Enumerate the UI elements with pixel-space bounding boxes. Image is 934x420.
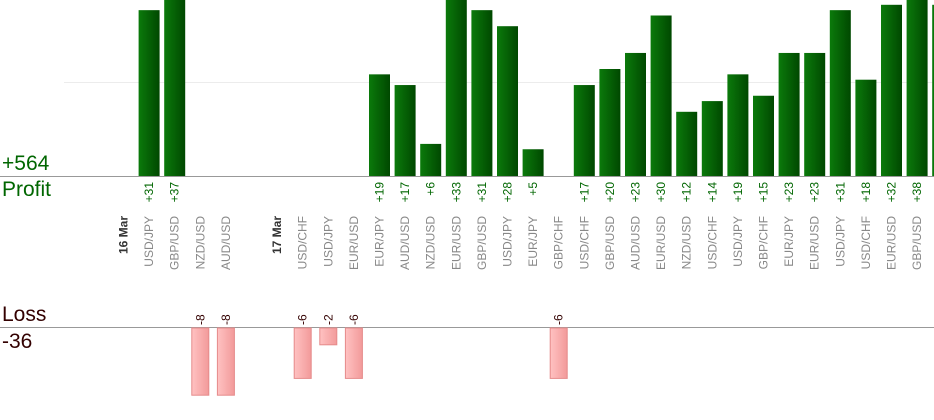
pair-label: USD/JPY: [142, 216, 156, 267]
profit-value-label: +23: [808, 182, 822, 203]
pair-label: NZD/USD: [193, 216, 207, 270]
profit-label: Profit: [2, 178, 52, 201]
loss-value-label: -2: [321, 314, 335, 325]
profit-value-label: +28: [501, 182, 515, 203]
pair-label: USD/CHF: [577, 216, 591, 269]
pair-label: GBP/CHF: [757, 216, 771, 269]
pair-label: GBP/CHF: [552, 216, 566, 269]
profit-bar: [778, 52, 800, 177]
pair-label: USD/JPY: [321, 216, 335, 267]
profit-value-label: +23: [629, 182, 643, 203]
pair-label: EUR/USD: [654, 216, 668, 270]
profit-value-label: +19: [731, 182, 745, 203]
profit-total: +564: [2, 152, 50, 175]
pair-label: GBP/USD: [603, 216, 617, 270]
profit-value-label: +37: [168, 182, 182, 203]
loss-value-label: -8: [193, 314, 207, 325]
pair-label: NZD/USD: [424, 216, 438, 270]
profit-value-label: +30: [654, 182, 668, 203]
loss-total: -36: [2, 330, 33, 353]
profit-bar: [727, 74, 749, 176]
profit-bar: [599, 69, 621, 176]
profit-value-label: +12: [680, 182, 694, 203]
profit-bar: [753, 95, 774, 176]
profit-bar: [855, 79, 877, 176]
date-label: 16 Mar: [117, 216, 131, 254]
profit-bar: [701, 101, 723, 176]
profit-bar: [471, 10, 493, 177]
profit-value-label: +5: [526, 182, 540, 196]
pair-label: EUR/JPY: [526, 216, 540, 267]
loss-bar: [319, 327, 338, 346]
loss-bar: [191, 327, 210, 396]
profit-value-label: +15: [757, 182, 771, 203]
pair-label: EUR/JPY: [373, 216, 387, 267]
profit-bar: [497, 26, 518, 177]
loss-label: Loss: [2, 303, 47, 326]
profit-value-label: +17: [398, 182, 412, 203]
profit-value-label: +14: [705, 182, 719, 203]
loss-value-label: -6: [552, 314, 566, 325]
profit-value-label: +18: [859, 182, 873, 203]
profit-bar: [881, 4, 902, 176]
pair-label: GBP/USD: [475, 216, 489, 270]
profit-bar: [676, 111, 698, 176]
pair-label: USD/JPY: [501, 216, 515, 267]
date-label: 17 Mar: [270, 216, 284, 254]
profit-bar: [394, 85, 416, 176]
profit-value-label: +31: [475, 182, 489, 203]
pair-label: GBP/USD: [168, 216, 182, 270]
profit-value-label: +19: [373, 182, 387, 203]
profit-bar: [932, 4, 934, 176]
profit-value-label: +32: [885, 182, 899, 203]
profit-bar: [420, 143, 442, 176]
loss-value-label: -8: [219, 314, 233, 325]
loss-bar: [293, 327, 312, 379]
profit-value-label: +31: [142, 182, 156, 203]
pair-label: USD/CHF: [859, 216, 873, 269]
pair-label: USD/CHF: [705, 216, 719, 269]
pair-label: EUR/USD: [449, 216, 463, 270]
pair-label: AUD/USD: [219, 216, 233, 270]
pair-label: EUR/USD: [885, 216, 899, 270]
pair-label: AUD/USD: [398, 216, 412, 270]
profit-value-label: +38: [910, 182, 924, 203]
loss-value-label: -6: [296, 314, 310, 325]
loss-bar: [344, 327, 363, 379]
loss-value-label: -6: [347, 314, 361, 325]
loss-bar: [549, 327, 568, 379]
profit-value-label: +17: [577, 182, 591, 203]
profit-bar: [804, 52, 826, 177]
profit-value-label: +23: [782, 182, 796, 203]
profit-value-label: +6: [424, 182, 438, 196]
profit-bar: [650, 15, 672, 176]
pair-label: GBP/USD: [910, 216, 924, 270]
profit-value-label: +33: [449, 182, 463, 203]
profit-value-label: +20: [603, 182, 617, 203]
profit-bar: [445, 0, 467, 177]
profit-bar: [138, 10, 160, 177]
profit-bar: [164, 0, 186, 176]
pair-label: EUR/USD: [347, 216, 361, 270]
profit-bar: [906, 0, 928, 177]
pair-label: EUR/JPY: [782, 216, 796, 267]
pair-label: USD/JPY: [731, 216, 745, 267]
profit-bar: [573, 85, 595, 176]
profit-bar: [829, 10, 851, 177]
pair-label: NZD/USD: [680, 216, 694, 270]
pair-label: EUR/USD: [808, 216, 822, 270]
pair-label: AUD/USD: [629, 216, 643, 270]
profit-value-label: +31: [833, 182, 847, 203]
pair-label: USD/CHF: [296, 216, 310, 269]
profit-bar: [522, 149, 544, 176]
pair-label: USD/JPY: [833, 216, 847, 267]
loss-bar: [216, 327, 235, 396]
profit-bar: [625, 52, 646, 177]
profit-bar: [369, 74, 390, 176]
